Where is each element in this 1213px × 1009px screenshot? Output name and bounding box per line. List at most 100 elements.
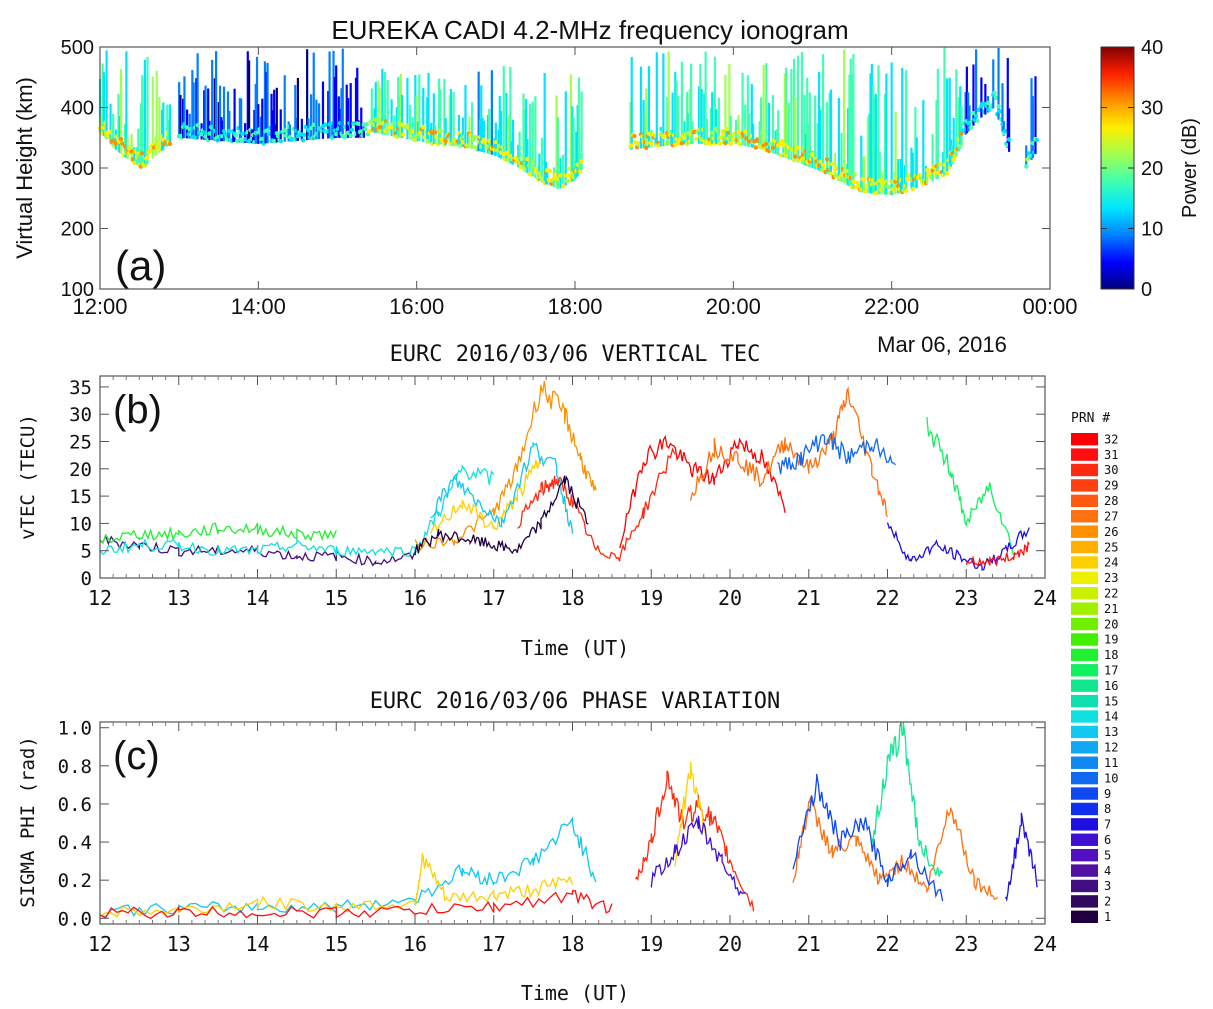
echo-point <box>737 141 743 147</box>
echo-point <box>275 133 281 139</box>
echo-point <box>421 124 426 130</box>
echo-point <box>886 185 892 190</box>
xtick-label: 19 <box>639 586 663 610</box>
ytick-label: 0.2 <box>58 870 92 892</box>
echo-point <box>460 140 466 145</box>
echo-point <box>649 141 654 147</box>
legend-label: 17 <box>1104 664 1118 678</box>
echo-point <box>493 139 499 145</box>
legend-swatch <box>1071 479 1098 492</box>
echo-point <box>432 130 438 135</box>
ytick-label: 5 <box>81 541 92 563</box>
echo-point <box>366 129 372 134</box>
echo-point <box>348 133 353 138</box>
echo-point <box>795 145 801 150</box>
echo-point <box>884 179 889 184</box>
echo-point <box>564 178 570 184</box>
echo-point <box>551 176 557 181</box>
xtick-label: 24 <box>1033 932 1057 956</box>
legend-label: 1 <box>1104 910 1111 924</box>
echo-point <box>560 183 566 189</box>
echo-point <box>944 171 950 176</box>
legend-swatch <box>1071 848 1098 862</box>
echo-point <box>418 130 423 135</box>
xtick-label: 13 <box>167 586 191 610</box>
echo-point <box>157 140 162 146</box>
xtick-label: 13 <box>167 932 191 956</box>
ytick-label: 0.0 <box>58 908 92 930</box>
echo-point <box>942 162 947 167</box>
colorbar-tick-label: 30 <box>1141 98 1163 120</box>
panel-a-xtick-label: 12:00 <box>72 294 127 319</box>
series-line-prn-14 <box>99 463 495 558</box>
legend-label: 27 <box>1104 509 1118 523</box>
series-line-prn-13 <box>99 816 597 918</box>
echo-point <box>779 139 785 144</box>
echo-point <box>861 177 867 182</box>
legend-label: 29 <box>1104 479 1118 493</box>
legend-label: 20 <box>1104 617 1118 631</box>
legend-label: 30 <box>1104 463 1118 477</box>
xtick-label: 24 <box>1033 586 1057 610</box>
legend-label: 4 <box>1104 864 1111 878</box>
echo-point <box>195 122 200 128</box>
legend-swatch <box>1071 571 1098 585</box>
echo-point <box>356 121 361 127</box>
legend-label: 11 <box>1104 756 1118 770</box>
panel-a: EUREKA CADI 4.2-MHz frequency ionogram 1… <box>12 15 1201 357</box>
ytick-label: 15 <box>69 486 92 508</box>
prn-legend-title: PRN # <box>1071 411 1110 426</box>
series-line-prn-30 <box>634 770 755 912</box>
series-line-prn-24 <box>430 459 542 535</box>
legend-label: 28 <box>1104 494 1118 508</box>
series-line-prn-18 <box>99 522 337 545</box>
xtick-label: 14 <box>245 586 269 610</box>
panel-a-date: Mar 06, 2016 <box>877 332 1007 357</box>
xtick-label: 19 <box>639 932 663 956</box>
panel-a-xtick-label: 16:00 <box>389 294 444 319</box>
echo-point <box>768 141 773 147</box>
series-line-prn-16 <box>871 721 944 877</box>
legend-label: 9 <box>1104 787 1111 801</box>
echo-point <box>438 128 443 133</box>
echo-point <box>951 157 956 162</box>
ionogram-trace <box>960 48 1012 152</box>
echo-point <box>820 162 826 168</box>
series-line-prn-7 <box>886 522 1030 571</box>
echo-point <box>724 126 729 132</box>
legend-label: 32 <box>1104 432 1118 446</box>
xtick-label: 16 <box>403 586 427 610</box>
echo-point <box>629 143 634 148</box>
echo-point <box>753 145 758 150</box>
legend-swatch <box>1071 664 1098 677</box>
ionogram-trace <box>176 48 371 146</box>
echo-point <box>283 133 289 138</box>
legend-swatch <box>1071 694 1098 708</box>
series-line-prn-27 <box>689 386 889 518</box>
xtick-label: 12 <box>88 932 112 956</box>
series-line-prn-13 <box>430 441 574 534</box>
echo-point <box>364 122 369 127</box>
echo-point <box>469 143 475 149</box>
ytick-label: 35 <box>69 377 92 399</box>
echo-point <box>240 131 245 136</box>
legend-label: 2 <box>1104 895 1111 909</box>
echo-point <box>345 130 351 135</box>
legend-label: 18 <box>1104 648 1118 662</box>
legend-label: 23 <box>1104 571 1118 585</box>
legend-label: 7 <box>1104 818 1111 832</box>
panel-a-ytick-label: 300 <box>61 158 94 180</box>
legend-label: 3 <box>1104 879 1111 893</box>
panel-b-ylabel: vTEC (TECU) <box>17 414 39 540</box>
echo-point <box>227 128 232 134</box>
echo-point <box>537 170 542 176</box>
panel-a-xtick-label: 22:00 <box>864 294 919 319</box>
panel-a-xtick-label: 20:00 <box>706 294 761 319</box>
echo-point <box>764 141 769 146</box>
xtick-label: 20 <box>718 586 742 610</box>
echo-point <box>167 141 173 147</box>
series-line-prn-9 <box>792 773 944 902</box>
ytick-label: 0 <box>81 568 92 590</box>
echo-point <box>203 134 208 139</box>
ionogram-trace <box>628 47 964 196</box>
